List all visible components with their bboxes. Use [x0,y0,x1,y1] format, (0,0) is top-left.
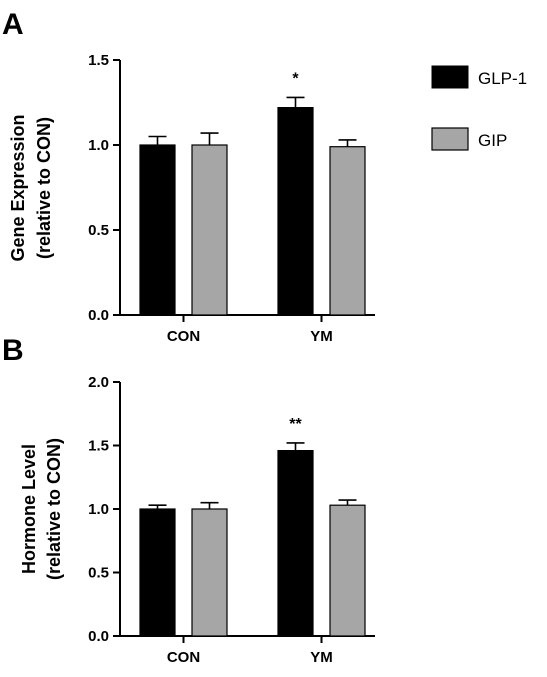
y-tick-label: 2.0 [88,374,109,391]
y-axis-label: Hormone Level [19,444,39,574]
x-tick-label: CON [167,649,200,666]
significance-marker: ** [289,416,302,433]
y-tick-label: 0.5 [88,565,109,582]
y-axis-label: (relative to CON) [34,117,54,259]
bar-glp1-con [139,144,176,316]
bar-gip-ym [329,504,366,637]
bar-glp1-ym [277,106,314,316]
y-tick-label: 1.0 [88,501,109,518]
panel-label: A [2,8,24,41]
legend-swatch-gip [431,127,469,151]
y-tick-label: 0.0 [88,628,109,645]
legend: GLP-1 GIP [431,65,527,151]
legend-swatch-glp1 [431,65,469,89]
bar-gip-con [191,144,228,316]
y-tick-label: 1.5 [88,52,109,69]
panel-label: B [2,334,24,367]
x-tick-label: YM [310,649,333,666]
y-axis-label: (relative to CON) [44,438,64,580]
bar-glp1-con [139,508,176,637]
bar-gip-ym [329,146,366,316]
y-tick-label: 0.5 [88,222,109,239]
x-tick-label: CON [167,328,200,345]
chart-panel-a: A 0.0 0.5 1.0 1.5 Gene Expression (relative to… [2,8,375,345]
legend-label-glp1: GLP-1 [478,69,527,88]
chart-panel-b: B 0.0 0.5 1.0 1.5 2.0 Hormone Level (relative t… [2,334,375,666]
y-tick-label: 1.5 [88,438,109,455]
y-tick-label: 1.0 [88,137,109,154]
x-tick-label: YM [310,328,333,345]
y-tick-label: 0.0 [88,307,109,324]
bar-glp1-ym [277,449,314,637]
significance-marker: * [292,70,299,87]
legend-label-gip: GIP [478,131,507,150]
y-axis-label: Gene Expression [8,114,28,261]
bar-gip-con [191,508,228,637]
